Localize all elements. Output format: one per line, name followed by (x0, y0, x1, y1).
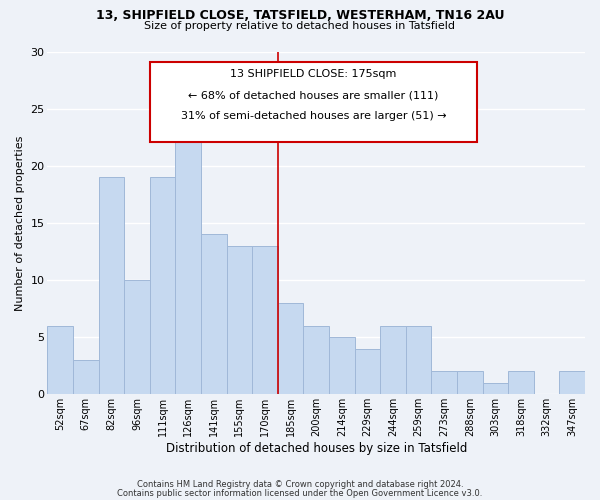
Bar (380, 326, 406, 394)
Bar (278, 303, 304, 394)
X-axis label: Distribution of detached houses by size in Tatsfield: Distribution of detached houses by size … (166, 442, 467, 455)
Bar (150, 177, 175, 394)
Bar (227, 246, 252, 394)
Bar (457, 372, 482, 394)
Bar (304, 326, 329, 394)
Bar (482, 383, 508, 394)
Text: Size of property relative to detached houses in Tatsfield: Size of property relative to detached ho… (145, 21, 455, 31)
Bar (73, 360, 98, 394)
Bar (508, 372, 534, 394)
Bar (252, 246, 278, 394)
Text: 31% of semi-detached houses are larger (51) →: 31% of semi-detached houses are larger (… (181, 112, 446, 122)
Text: ← 68% of detached houses are smaller (111): ← 68% of detached houses are smaller (11… (188, 90, 439, 100)
Bar (124, 280, 150, 394)
Y-axis label: Number of detached properties: Number of detached properties (15, 135, 25, 310)
Text: Contains public sector information licensed under the Open Government Licence v3: Contains public sector information licen… (118, 488, 482, 498)
Bar (98, 177, 124, 394)
Bar (175, 132, 201, 394)
Bar (47, 326, 73, 394)
Bar (329, 337, 355, 394)
FancyBboxPatch shape (149, 62, 478, 142)
Bar (431, 372, 457, 394)
Text: Contains HM Land Registry data © Crown copyright and database right 2024.: Contains HM Land Registry data © Crown c… (137, 480, 463, 489)
Bar (355, 348, 380, 395)
Bar (201, 234, 227, 394)
Text: 13, SHIPFIELD CLOSE, TATSFIELD, WESTERHAM, TN16 2AU: 13, SHIPFIELD CLOSE, TATSFIELD, WESTERHA… (96, 9, 504, 22)
Bar (559, 372, 585, 394)
Text: 13 SHIPFIELD CLOSE: 175sqm: 13 SHIPFIELD CLOSE: 175sqm (230, 70, 397, 80)
Bar (406, 326, 431, 394)
